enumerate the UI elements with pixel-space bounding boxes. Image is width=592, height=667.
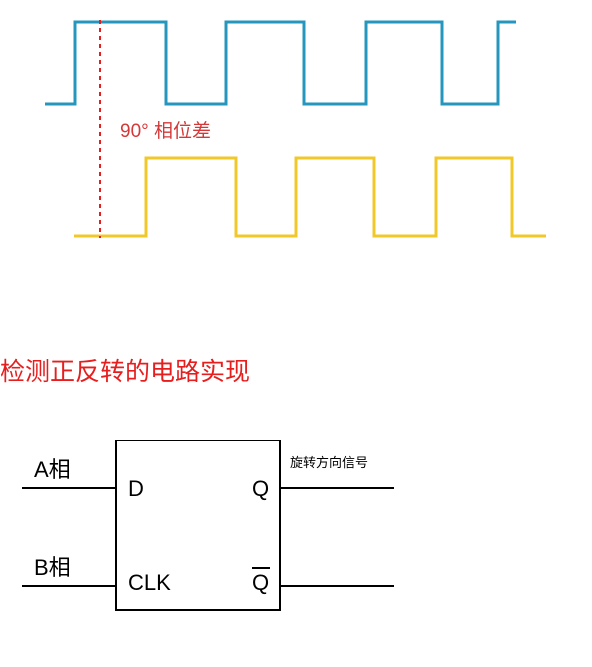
phase-difference-label: 90° 相位差 (120, 116, 211, 143)
q-pin-label: Q (252, 476, 269, 502)
output-signal-label: 旋转方向信号 (290, 452, 368, 471)
d-pin-label: D (128, 476, 144, 502)
signal-a-label: A相 (34, 452, 71, 484)
clk-pin-label: CLK (128, 570, 171, 596)
waveform-svg (0, 0, 592, 260)
waveform-diagram: 90° 相位差 (0, 0, 592, 260)
circuit-svg (0, 440, 592, 660)
section-title: 检测正反转的电路实现 (0, 352, 250, 388)
signal-b-waveform (74, 158, 546, 236)
circuit-diagram: A相 B相 D CLK Q Q 旋转方向信号 (0, 440, 592, 660)
signal-a-waveform (45, 22, 516, 104)
qbar-pin-label: Q (252, 570, 269, 596)
signal-b-label: B相 (34, 550, 71, 582)
